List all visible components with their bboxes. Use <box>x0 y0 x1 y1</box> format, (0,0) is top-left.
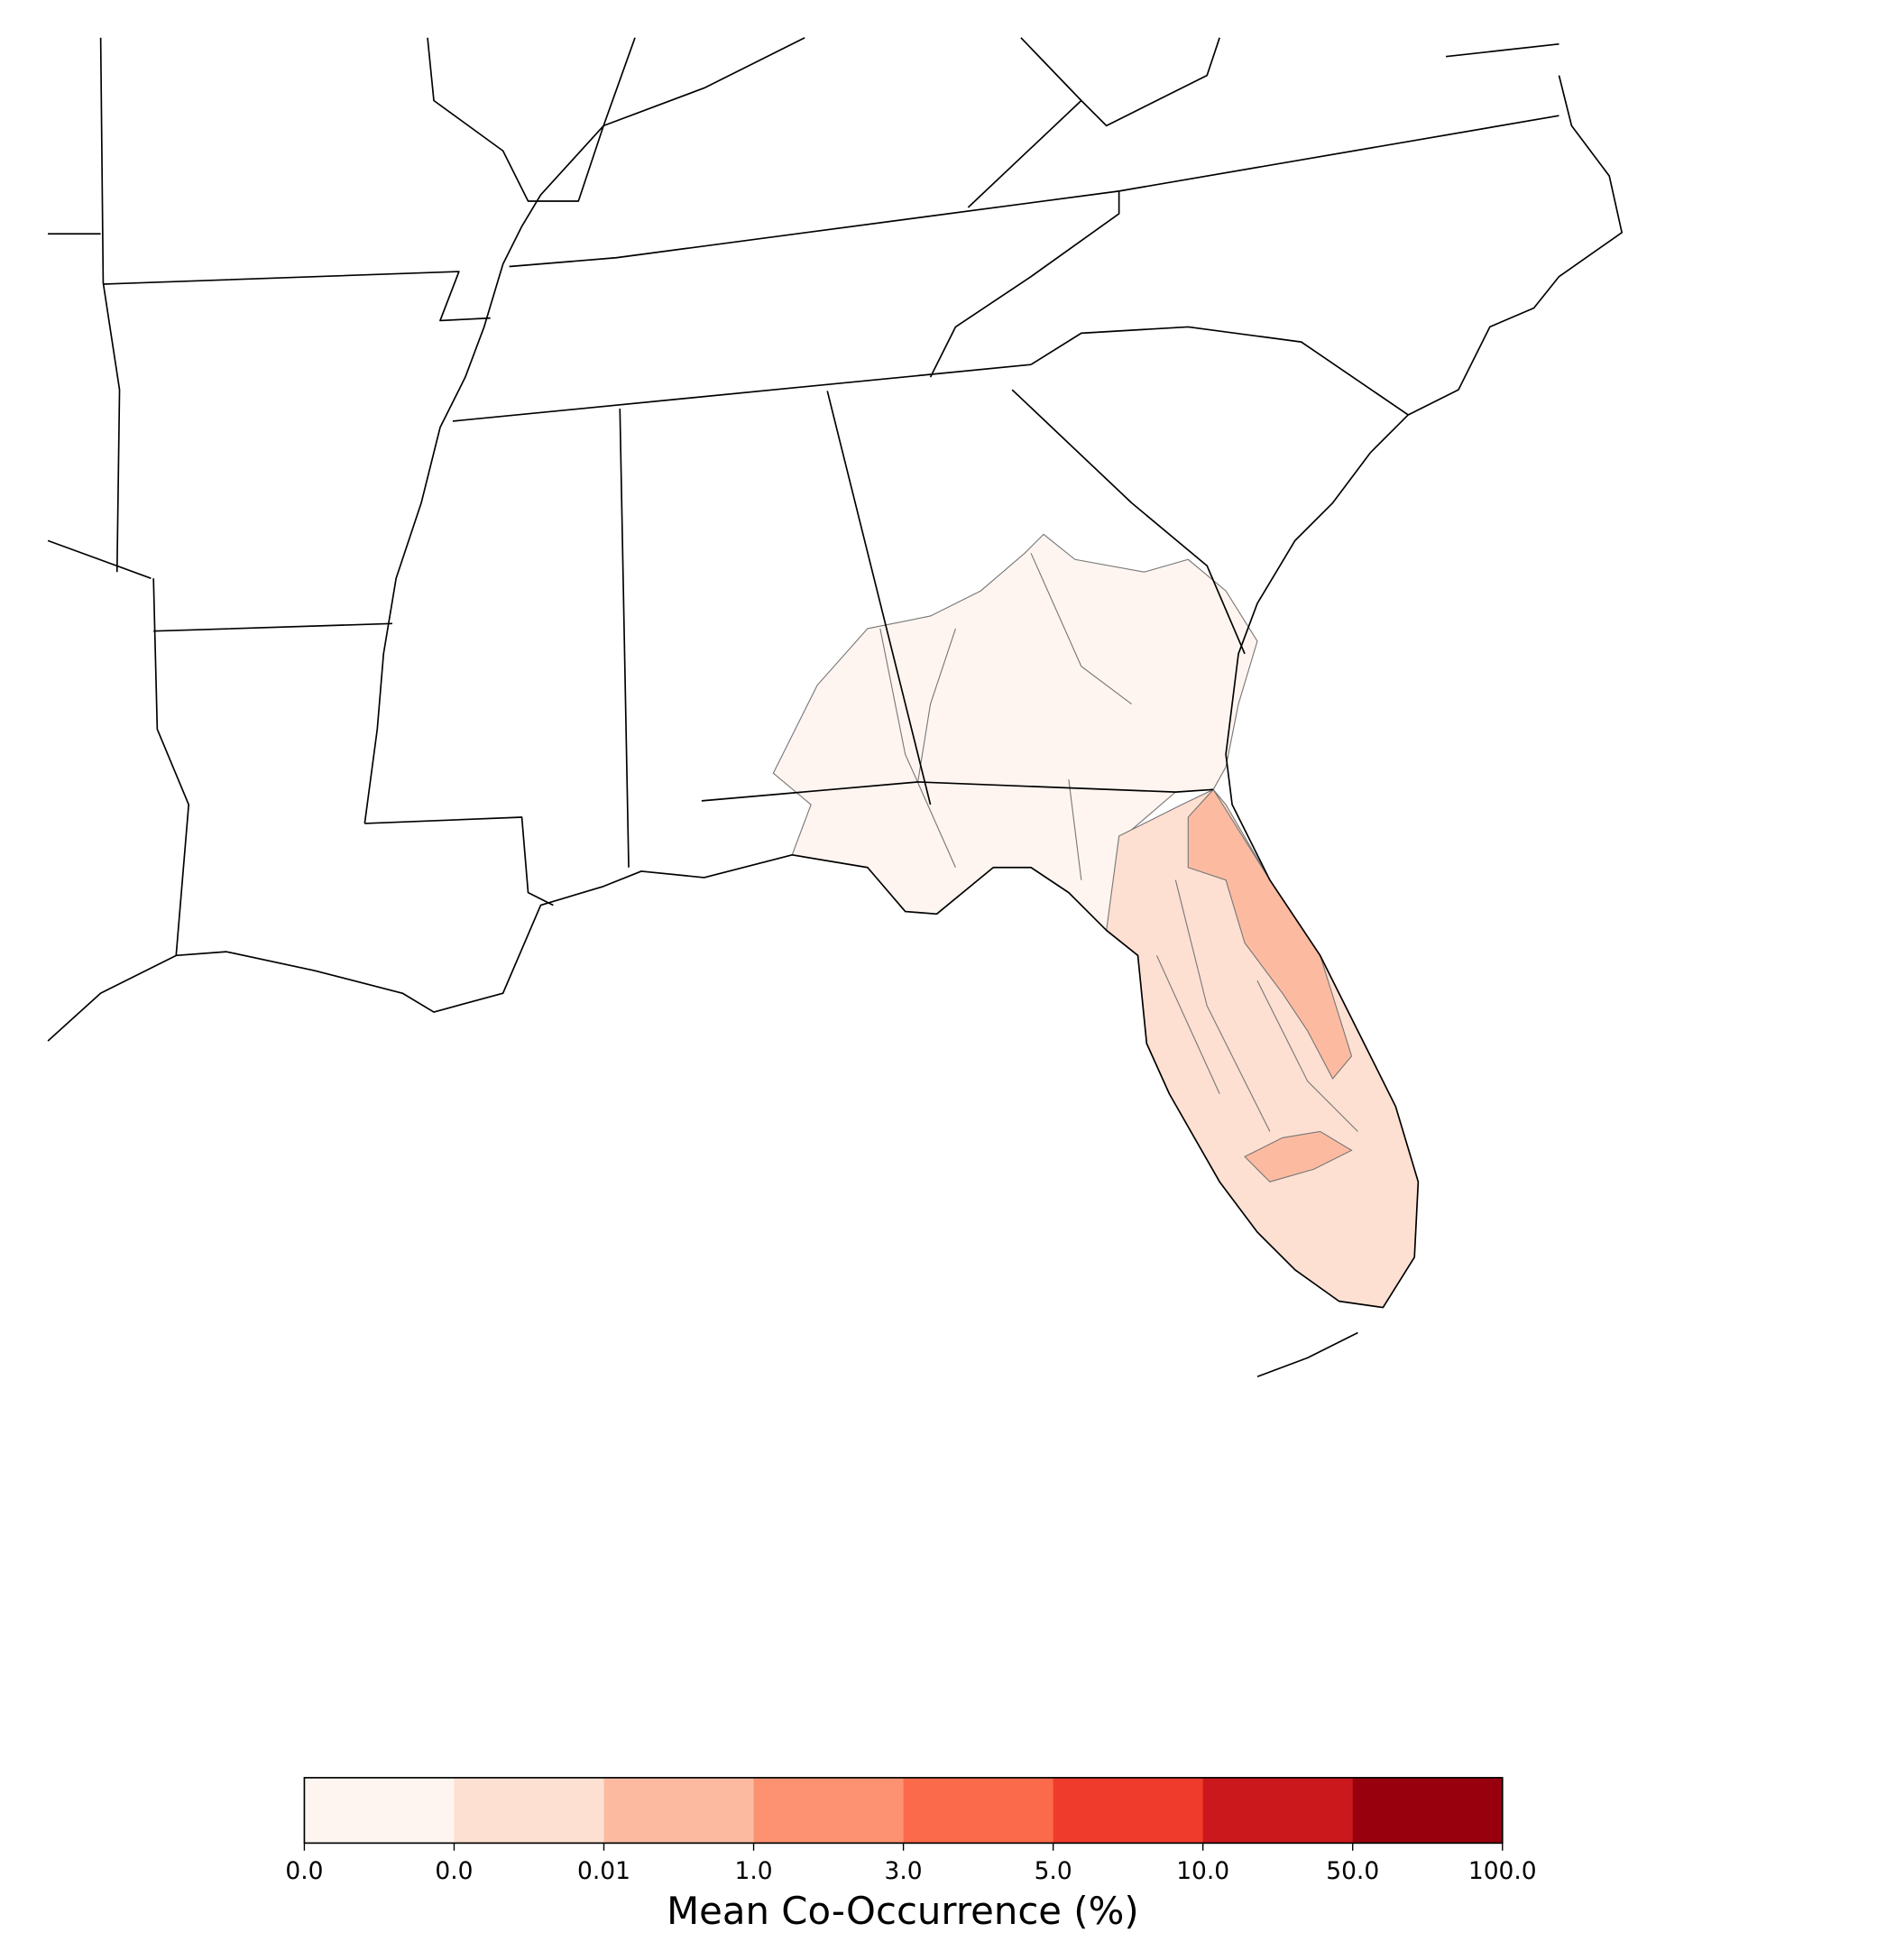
colorbar-segment <box>454 1777 605 1844</box>
river <box>363 37 1559 824</box>
colorbar: Mean Co-Occurrence (%) 0.0 0.0 0.01 1.0 3.0 5… <box>285 1777 1537 1933</box>
colorbar-segment <box>753 1777 905 1844</box>
coastline <box>47 75 1624 1309</box>
colorbar-tick-label: 0.0 <box>285 1857 323 1885</box>
watershed-region <box>1244 1130 1353 1182</box>
colorbar-label: Mean Co-Occurrence (%) <box>667 1889 1139 1933</box>
watershed-region <box>1187 788 1353 1080</box>
colorbar-tick-label: 0.0 <box>435 1857 473 1885</box>
colorbar-segment <box>1053 1777 1204 1844</box>
watershed-boundary <box>879 553 1358 1132</box>
watersheds <box>772 533 1419 1309</box>
colorbar-segment <box>1202 1777 1354 1844</box>
colorbar-tick-label: 0.01 <box>577 1857 630 1885</box>
colorbar-segment <box>1352 1777 1504 1844</box>
keys <box>1256 1331 1358 1378</box>
colorbar-tick-label: 10.0 <box>1176 1857 1229 1885</box>
colorbar-tick-label: 50.0 <box>1326 1857 1379 1885</box>
colorbar-segment <box>603 1777 755 1844</box>
colorbar-segment <box>304 1777 455 1844</box>
colorbar-segment <box>903 1777 1054 1844</box>
colorbar-tick-label: 3.0 <box>885 1857 923 1885</box>
state-boundaries <box>47 37 1624 1378</box>
state-line <box>47 37 1559 956</box>
colorbar-tick-label: 1.0 <box>734 1857 772 1885</box>
colorbar-tick-label: 100.0 <box>1468 1857 1537 1885</box>
colorbar-tick-label: 5.0 <box>1035 1857 1072 1885</box>
